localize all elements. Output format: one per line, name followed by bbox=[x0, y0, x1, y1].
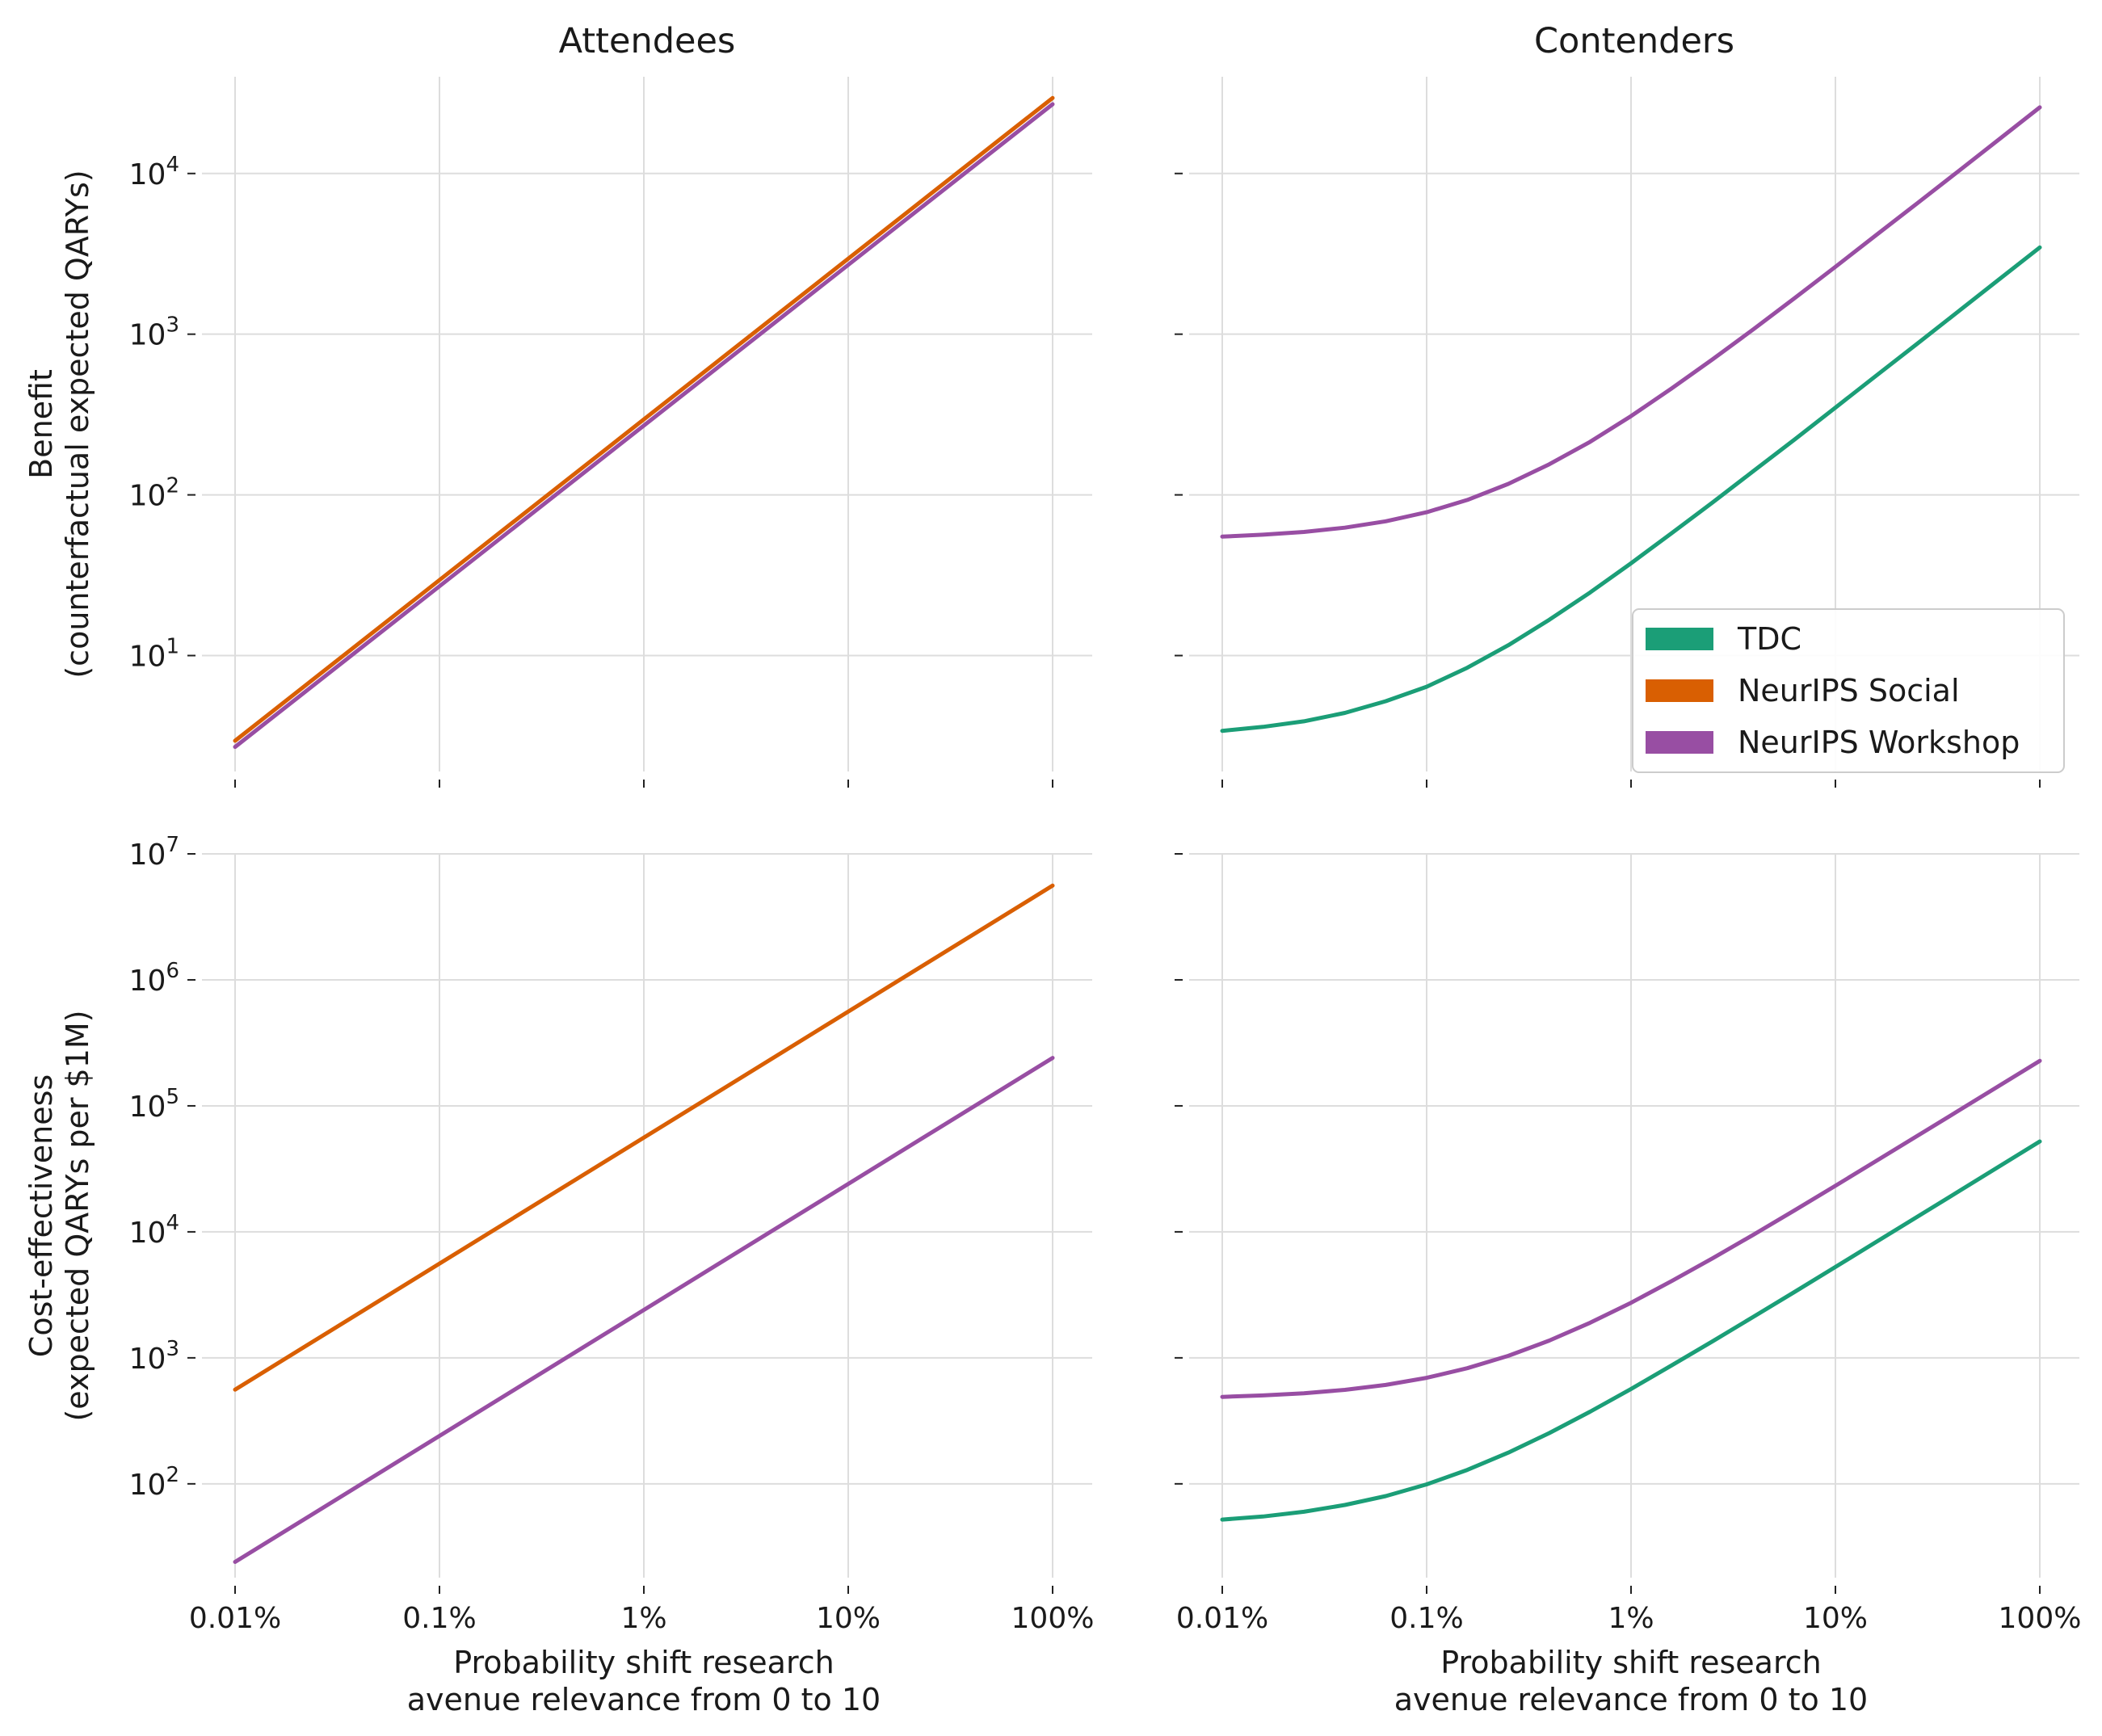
y-axis-label: Benefit bbox=[23, 369, 59, 479]
series-line-neurips-social bbox=[233, 883, 1055, 1392]
x-axis-label: Probability shift research bbox=[1440, 1645, 1821, 1680]
panel-r1-c1: 0.01% 0.1% 1% 10% 100% Probability shift rese… bbox=[1175, 853, 2082, 1717]
x-tick-label: 10% bbox=[1803, 1602, 1868, 1635]
legend: TDC NeurIPS Social NeurIPS Workshop bbox=[1632, 608, 2065, 773]
series-line-neurips-social bbox=[233, 95, 1055, 743]
y-tick-label: 104 bbox=[129, 1211, 179, 1250]
x-tick-label: 0.1% bbox=[402, 1602, 476, 1635]
y-tick-label: 101 bbox=[129, 635, 179, 674]
x-tick-label: 0.01% bbox=[189, 1602, 281, 1635]
panel-r0-c0: 101 102 103 104 Attendees Benefit (counterfact… bbox=[23, 21, 1092, 788]
legend-entry-label: NeurIPS Social bbox=[1738, 673, 1960, 708]
panel-r1-c0: 0.01% 0.1% 1% 10% 100% 102 103 104 105 106 107 Prob… bbox=[23, 833, 1094, 1717]
y-tick-label: 103 bbox=[129, 313, 179, 352]
series-line-neurips-workshop bbox=[1220, 105, 2042, 539]
y-axis-label: (expected QARYs per $1M) bbox=[60, 1010, 95, 1421]
series-line-neurips-workshop bbox=[233, 102, 1055, 750]
legend-swatch bbox=[1646, 628, 1713, 650]
x-tick-label: 100% bbox=[1999, 1602, 2082, 1635]
y-tick-label: 105 bbox=[129, 1085, 179, 1124]
x-tick-label: 0.1% bbox=[1389, 1602, 1463, 1635]
series-line-tdc bbox=[1220, 1139, 2042, 1522]
panel-title: Attendees bbox=[559, 21, 736, 61]
y-axis-label: Cost-effectiveness bbox=[23, 1074, 59, 1357]
legend-swatch bbox=[1646, 731, 1713, 754]
panel-title: Contenders bbox=[1534, 21, 1734, 61]
x-tick-label: 10% bbox=[816, 1602, 881, 1635]
series-line-tdc bbox=[1220, 245, 2042, 733]
panels: 101 102 103 104 Attendees Benefit (counterfact… bbox=[23, 21, 2081, 1717]
x-tick-label: 1% bbox=[620, 1602, 666, 1635]
x-axis-label: avenue relevance from 0 to 10 bbox=[1394, 1682, 1868, 1717]
x-axis-label: Probability shift research bbox=[453, 1645, 834, 1680]
y-tick-label: 104 bbox=[129, 153, 179, 191]
series-line-neurips-workshop bbox=[1220, 1058, 2042, 1399]
y-tick-label: 102 bbox=[129, 1463, 179, 1502]
y-tick-label: 103 bbox=[129, 1337, 179, 1376]
x-tick-label: 100% bbox=[1011, 1602, 1095, 1635]
legend-entry-label: NeurIPS Workshop bbox=[1738, 725, 2020, 760]
series-line-neurips-workshop bbox=[233, 1056, 1055, 1564]
legend-box bbox=[1632, 608, 2065, 773]
legend-swatch bbox=[1646, 679, 1713, 702]
legend-entry-label: TDC bbox=[1737, 621, 1801, 657]
x-tick-label: 1% bbox=[1608, 1602, 1654, 1635]
x-tick-label: 0.01% bbox=[1176, 1602, 1268, 1635]
y-axis-label: (counterfactual expected QARYs) bbox=[60, 170, 95, 678]
x-axis-label: avenue relevance from 0 to 10 bbox=[407, 1682, 881, 1717]
y-tick-label: 102 bbox=[129, 474, 179, 513]
y-tick-label: 106 bbox=[129, 959, 179, 998]
y-tick-label: 107 bbox=[129, 833, 179, 872]
